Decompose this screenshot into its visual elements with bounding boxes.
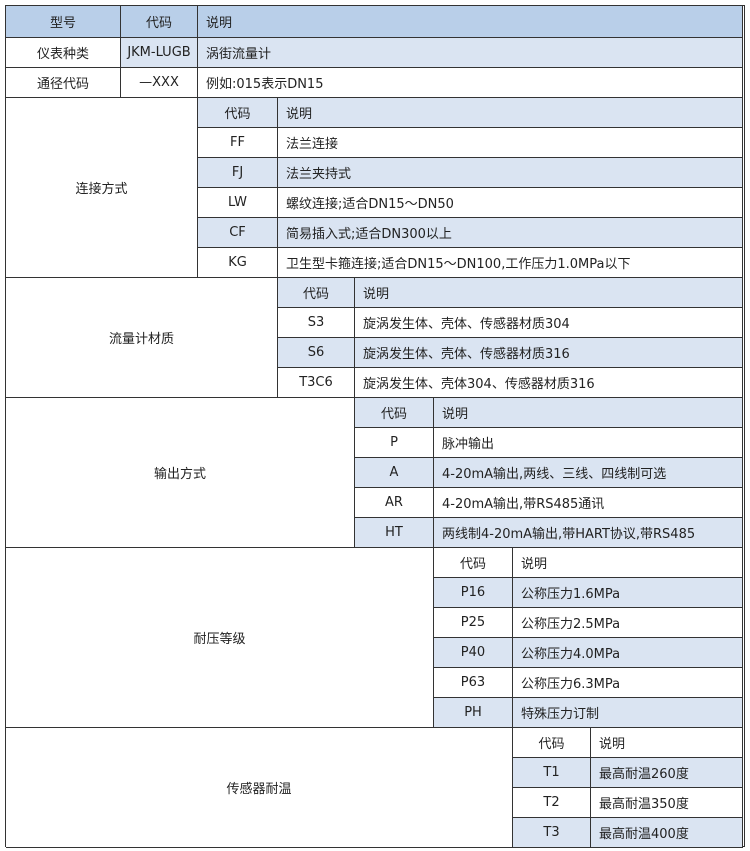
header-description: 说明 — [198, 6, 743, 38]
option-description: 旋涡发生体、壳体304、传感器材质316 — [355, 368, 743, 398]
row-description: 涡街流量计 — [198, 38, 743, 68]
model-selection-table: 型号 代码 说明 仪表种类 JKM-LUGB 涡街流量计 通径代码 —XXX 例如:015表示D… — [5, 5, 745, 848]
option-code: HT — [355, 518, 434, 548]
section-label: 流量计材质 — [6, 278, 278, 398]
option-description: 最高耐温260度 — [591, 758, 743, 788]
row-label: 通径代码 — [6, 68, 121, 98]
description-column-header: 说明 — [434, 398, 743, 428]
code-column-header: 代码 — [198, 98, 278, 128]
option-code: LW — [198, 188, 278, 218]
option-code: T3 — [513, 818, 591, 848]
option-code: S3 — [278, 308, 355, 338]
row-label: 仪表种类 — [6, 38, 121, 68]
section-label: 输出方式 — [6, 398, 355, 548]
option-description: 简易插入式;适合DN300以上 — [278, 218, 743, 248]
section-label: 连接方式 — [6, 98, 198, 278]
option-code: P40 — [434, 638, 513, 668]
option-description: 脉冲输出 — [434, 428, 743, 458]
option-code: P25 — [434, 608, 513, 638]
option-code: P — [355, 428, 434, 458]
description-column-header: 说明 — [355, 278, 743, 308]
header-code: 代码 — [121, 6, 198, 38]
option-description: 法兰夹持式 — [278, 158, 743, 188]
section-label: 耐压等级 — [6, 548, 434, 728]
option-code: FJ — [198, 158, 278, 188]
option-description: 两线制4-20mA输出,带HART协议,带RS485 — [434, 518, 743, 548]
row-code: —XXX — [121, 68, 198, 98]
option-code: T3C6 — [278, 368, 355, 398]
option-code: T1 — [513, 758, 591, 788]
option-code: P16 — [434, 578, 513, 608]
code-column-header: 代码 — [434, 548, 513, 578]
option-code: CF — [198, 218, 278, 248]
option-code: FF — [198, 128, 278, 158]
option-description: 螺纹连接;适合DN15～DN50 — [278, 188, 743, 218]
description-column-header: 说明 — [591, 728, 743, 758]
option-description: 特殊压力订制 — [513, 698, 743, 728]
option-code: P63 — [434, 668, 513, 698]
row-code: JKM-LUGB — [121, 38, 198, 68]
code-column-header: 代码 — [278, 278, 355, 308]
option-description: 法兰连接 — [278, 128, 743, 158]
option-code: A — [355, 458, 434, 488]
option-code: S6 — [278, 338, 355, 368]
option-description: 公称压力2.5MPa — [513, 608, 743, 638]
code-column-header: 代码 — [355, 398, 434, 428]
option-description: 卫生型卡箍连接;适合DN15～DN100,工作压力1.0MPa以下 — [278, 248, 743, 278]
option-description: 旋涡发生体、壳体、传感器材质304 — [355, 308, 743, 338]
option-description: 最高耐温350度 — [591, 788, 743, 818]
option-description: 4-20mA输出,两线、三线、四线制可选 — [434, 458, 743, 488]
option-code: KG — [198, 248, 278, 278]
description-column-header: 说明 — [513, 548, 743, 578]
option-description: 公称压力6.3MPa — [513, 668, 743, 698]
header-model: 型号 — [6, 6, 121, 38]
row-description: 例如:015表示DN15 — [198, 68, 743, 98]
description-column-header: 说明 — [278, 98, 743, 128]
option-description: 旋涡发生体、壳体、传感器材质316 — [355, 338, 743, 368]
option-code: T2 — [513, 788, 591, 818]
option-description: 公称压力4.0MPa — [513, 638, 743, 668]
code-column-header: 代码 — [513, 728, 591, 758]
option-code: AR — [355, 488, 434, 518]
option-description: 4-20mA输出,带RS485通讯 — [434, 488, 743, 518]
option-description: 最高耐温400度 — [591, 818, 743, 848]
option-code: PH — [434, 698, 513, 728]
option-description: 公称压力1.6MPa — [513, 578, 743, 608]
section-label: 传感器耐温 — [6, 728, 513, 848]
